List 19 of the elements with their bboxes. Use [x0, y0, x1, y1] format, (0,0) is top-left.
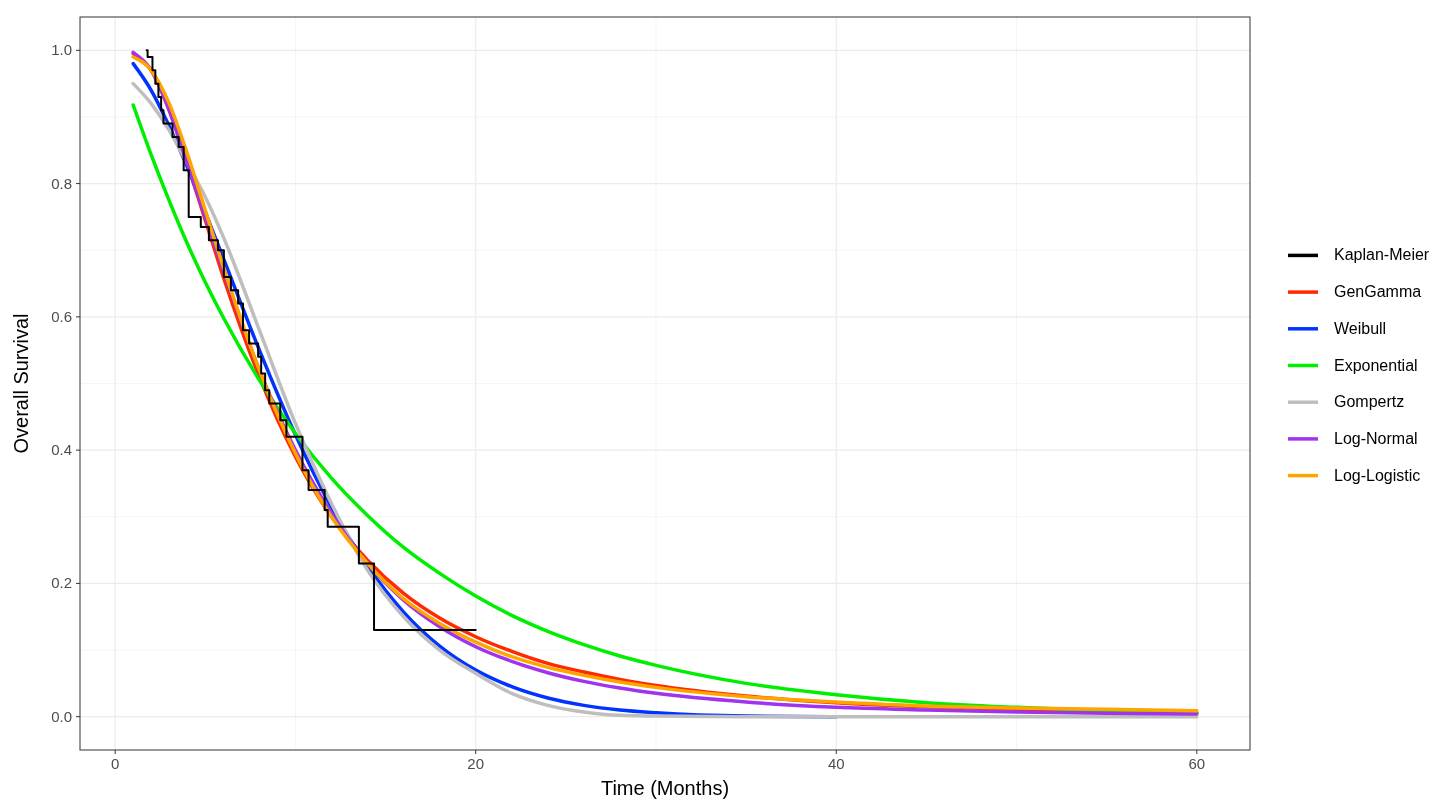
legend-label: Gompertz [1334, 393, 1405, 411]
legend-label: Kaplan-Meier [1334, 246, 1430, 264]
legend-label: Log-Normal [1334, 429, 1418, 447]
legend-label: Weibull [1334, 319, 1387, 337]
y-tick-label: 0.8 [51, 174, 72, 192]
y-tick-label: 0.4 [51, 441, 72, 459]
x-axis-title: Time (Months) [600, 777, 730, 799]
y-tick-label: 0.0 [51, 707, 72, 725]
legend-label: GenGamma [1334, 283, 1422, 301]
y-axis-title: Overall Survival [10, 313, 32, 454]
x-tick-label: 0 [110, 755, 120, 772]
y-tick-label: 0.2 [51, 574, 72, 592]
x-tick-label: 40 [827, 755, 845, 772]
legend-label: Log-Logistic [1334, 466, 1421, 484]
y-tick-label: 1.0 [51, 41, 72, 59]
x-tick-label: 20 [467, 755, 485, 772]
legend-label: Exponential [1334, 356, 1418, 374]
x-tick-label: 60 [1188, 755, 1206, 772]
y-tick-label: 0.6 [51, 307, 72, 325]
